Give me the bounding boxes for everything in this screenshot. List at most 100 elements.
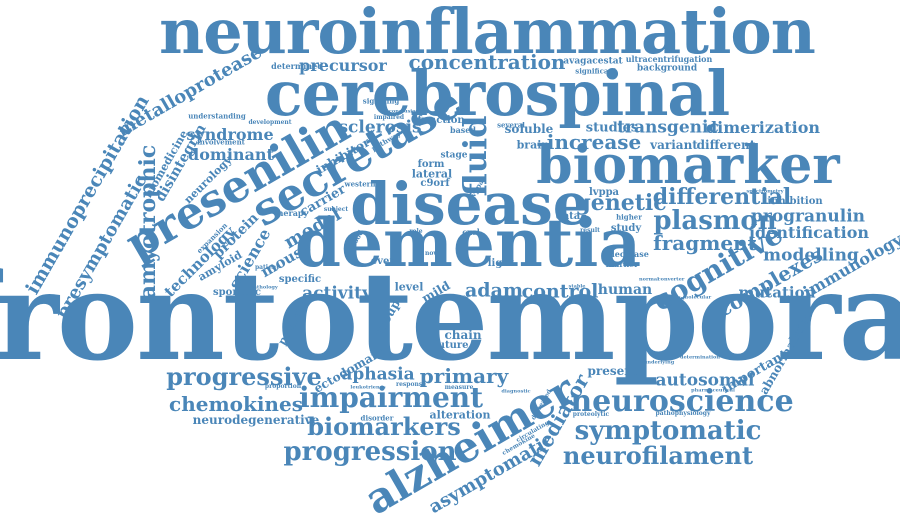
word-development: development — [248, 119, 292, 126]
word-progression: progression — [283, 437, 457, 467]
word-determination: determination — [679, 354, 721, 361]
word-plasmon: plasmon — [653, 206, 777, 236]
word-autosomal: autosomal — [655, 370, 755, 391]
word-studies: studies — [585, 120, 639, 136]
word-proteolytic: proteolytic — [572, 411, 610, 418]
word-spectrometry: spectrometry — [746, 188, 784, 195]
word-pathophysiology: pathophysiology — [655, 410, 711, 417]
word-role: role — [409, 228, 423, 235]
word-light: light — [487, 258, 515, 269]
word-stage: stage — [440, 150, 468, 161]
word-syndrome: syndrome — [186, 125, 274, 144]
word-disease: disease — [350, 170, 590, 238]
word-sclerosis: sclerosis — [338, 117, 422, 138]
word-progranulin: progranulin — [750, 206, 866, 227]
word-molecular: molecular — [682, 294, 712, 301]
word-higher: higher — [616, 212, 642, 222]
word-disorder: disorder — [360, 413, 394, 423]
word-stable: stable — [568, 283, 586, 290]
word-western: western — [344, 179, 376, 189]
word-based: based — [450, 125, 476, 135]
word-control: control — [521, 280, 599, 303]
word-more: more — [451, 294, 469, 301]
word-lateral: lateral — [411, 167, 453, 181]
word-neuregulin: neuregulin — [653, 295, 685, 302]
word-different: different — [696, 138, 756, 152]
word-proportion: proportion — [264, 383, 302, 390]
word-event: event — [370, 256, 402, 267]
word-signaling: signaling — [362, 96, 400, 106]
word-adam: adam — [464, 279, 524, 302]
word-form: form — [417, 159, 445, 170]
word-ultracentrifugation: ultracentrifugation — [625, 54, 713, 64]
word-background: background — [636, 63, 698, 74]
word-converter: converter — [657, 276, 685, 283]
word-symptomatic: symptomatic — [574, 416, 762, 446]
word-level: level — [394, 280, 424, 294]
word-normal: normal — [638, 276, 660, 283]
word-determined: determined — [271, 61, 323, 71]
word-activity: activity — [302, 283, 372, 304]
word-underlying: underlying — [643, 359, 675, 366]
word-sporadic: sporadic — [213, 287, 261, 298]
word-conclusion: conclusion — [388, 108, 420, 115]
word-fragment: fragment — [653, 231, 757, 255]
word-aphasia: aphasia — [341, 364, 415, 385]
word-chemokines: chemokines — [169, 392, 303, 416]
word-differential: differential — [652, 184, 792, 210]
word-neurodegenerative: neurodegenerative — [192, 413, 320, 427]
word-neuroscience: neuroscience — [570, 384, 794, 419]
word-human: human — [597, 282, 653, 298]
word-modelling: modelling — [763, 245, 859, 266]
word-marker: marker — [605, 259, 639, 269]
word-lvppa: lvppa — [588, 187, 620, 198]
word-variant: variant — [650, 138, 698, 152]
word-decrease: decrease — [609, 249, 649, 259]
word-progressive: progressive — [166, 362, 322, 391]
word-specific: specific — [278, 274, 322, 285]
word-alteration: alteration — [429, 408, 491, 422]
word-present: present — [587, 364, 639, 378]
word-precursor: precursor — [299, 56, 387, 75]
word-pathology: pathology — [250, 284, 278, 291]
word-diagnostic: diagnostic — [501, 388, 531, 395]
word-cxcl: cxcl — [462, 227, 480, 237]
word-patient: patient — [254, 264, 280, 271]
word-brain: brain — [516, 138, 550, 152]
word-pharmaceutical: pharmaceutical — [691, 387, 735, 394]
word-concentration: concentration — [408, 50, 566, 74]
word-therapy: therapy — [273, 208, 309, 218]
word-dominant: dominant — [188, 145, 274, 164]
word-understanding: understanding — [188, 111, 246, 121]
word-leukotrienes: leukotrienes — [350, 384, 386, 391]
word-mutation: mutation — [738, 283, 816, 302]
word-result: result — [580, 227, 600, 234]
word-measure: measure — [444, 384, 474, 391]
word-genetic: genetic — [575, 190, 667, 216]
word-impairment: impairment — [298, 381, 484, 414]
word-biomarkers: biomarkers — [307, 412, 461, 441]
word-cerebrospinal: cerebrospinal — [264, 57, 730, 130]
word-function: function — [417, 115, 465, 126]
word-several: several — [497, 120, 525, 130]
word-chain: chain — [444, 328, 482, 342]
word-response: response — [395, 381, 427, 388]
word-biomarker: biomarker — [536, 135, 840, 196]
word-neuroinflammation: neuroinflammation — [159, 0, 816, 68]
word-involvement: involvement — [197, 137, 245, 147]
word-future: future — [433, 340, 469, 351]
word-avagacestat: avagacestat — [563, 56, 623, 67]
word-data: data — [555, 211, 581, 222]
word-study: study — [610, 223, 642, 234]
word-inhibition: inhibition — [767, 196, 823, 207]
word-soluble: soluble — [504, 122, 554, 136]
word-frontotemporal: frontotemporal — [0, 244, 900, 388]
word-subject: subject — [323, 206, 349, 213]
word-transgenic: transgenic — [617, 117, 719, 138]
word-impaired: impaired — [373, 114, 405, 121]
word-significant: significant — [575, 66, 617, 76]
word-identification: identification — [748, 223, 870, 242]
word-primary: primary — [419, 364, 509, 388]
word-dementia: dementia — [294, 204, 642, 282]
